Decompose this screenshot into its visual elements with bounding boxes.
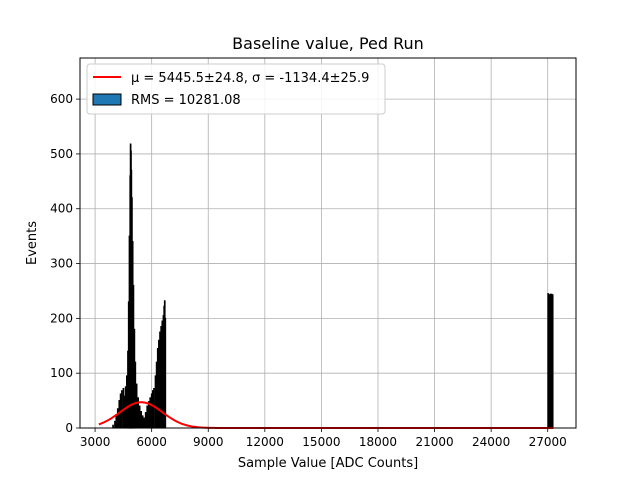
histogram-bar [551,294,554,429]
histogram-bar [156,347,159,429]
histogram-bar [138,405,141,429]
x-tick-label: 3000 [80,435,111,449]
histogram-bar [116,408,119,429]
histogram-bar [118,400,121,429]
y-tick-label: 300 [50,257,73,271]
x-axis-label: Sample Value [ADC Counts] [238,456,418,471]
x-tick-label: 6000 [136,435,167,449]
histogram-bar [123,395,126,429]
histogram-bar [159,331,161,429]
y-tick-label: 600 [50,92,73,106]
histogram-bar [134,361,137,429]
histogram-bar [549,293,552,429]
histogram-bar [140,411,143,429]
histogram-bar [146,405,149,429]
histogram-bar [121,390,123,429]
legend-fit-label: μ = 5445.5±24.8, σ = -1134.4±25.9 [131,71,369,86]
chart-title: Baseline value, Ped Run [232,34,424,53]
histogram-bar [122,387,125,429]
histogram-bar [114,420,116,429]
histogram-bar [548,294,551,429]
x-tick-label: 21000 [415,435,453,449]
y-axis-ticks: 0 100 200 300 400 500 600 [50,92,80,435]
histogram-bar [153,387,155,429]
histogram-bar [155,361,158,429]
histogram-bar [143,417,146,429]
x-tick-label: 15000 [302,435,340,449]
histogram-bar [547,293,550,429]
histogram-bar [150,393,153,429]
histogram-bar [135,383,138,429]
x-axis-ticks: 3000 6000 9000 12000 15000 18000 21000 24000 270… [80,428,567,449]
grid [80,58,576,429]
histogram-bar [160,326,163,429]
x-tick-label: 27000 [529,435,567,449]
histogram-bar [141,415,144,429]
histogram-bar [125,375,128,429]
histogram-bar [115,415,118,429]
x-tick-label: 24000 [472,435,510,449]
histogram-bar [164,317,167,429]
legend-histogram-label: RMS = 10281.08 [131,93,241,108]
histogram-bar [154,375,157,429]
histogram-bar [550,293,553,429]
x-tick-label: 9000 [193,435,224,449]
y-tick-label: 100 [50,366,73,380]
histogram-bar [158,339,160,429]
plot-frame [79,57,577,429]
x-tick-label: 12000 [246,435,284,449]
legend-histogram-swatch [92,93,122,106]
y-tick-label: 500 [50,147,73,161]
histogram-bar [144,412,147,429]
histogram-bar [147,401,150,429]
legend-box [86,63,386,115]
y-tick-label: 0 [65,421,73,435]
y-axis-label: Events [25,221,40,265]
histogram-bar [152,390,154,429]
x-tick-label: 18000 [359,435,397,449]
y-tick-label: 200 [50,311,73,325]
plot-area [79,57,577,429]
histogram-bar [149,397,152,429]
y-tick-label: 400 [50,202,73,216]
legend: μ = 5445.5±24.8, σ = -1134.4±25.9 RMS = … [86,63,386,115]
